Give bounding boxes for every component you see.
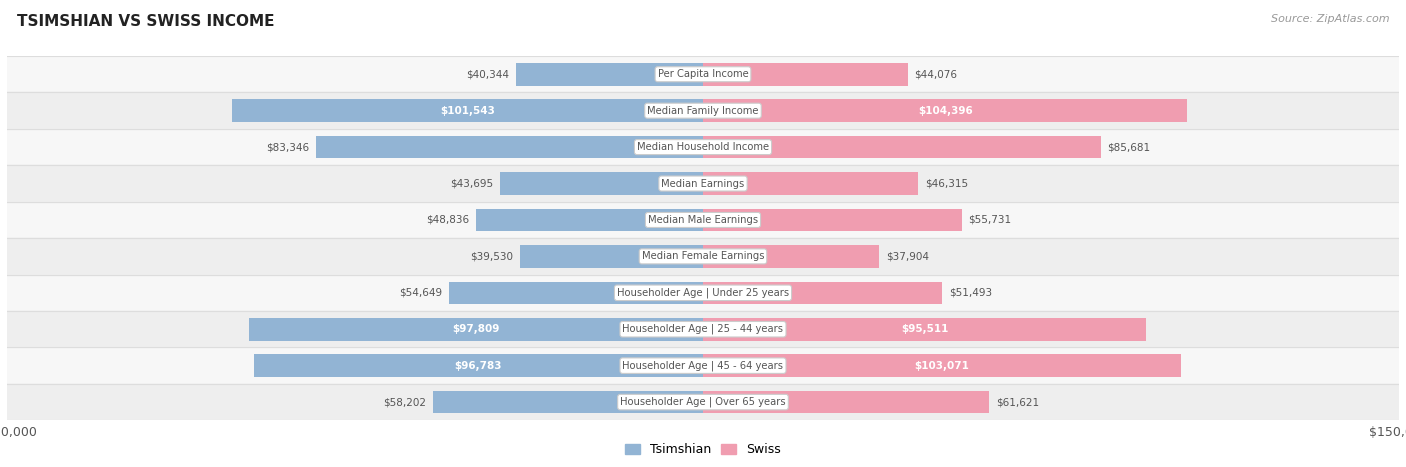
Text: $51,493: $51,493: [949, 288, 993, 298]
Bar: [703, 136, 1101, 158]
Text: $37,904: $37,904: [886, 251, 929, 262]
Text: $104,396: $104,396: [918, 106, 973, 116]
Text: Median Family Income: Median Family Income: [647, 106, 759, 116]
Bar: [703, 209, 962, 231]
Text: Median Earnings: Median Earnings: [661, 178, 745, 189]
Text: Per Capita Income: Per Capita Income: [658, 69, 748, 79]
Text: $44,076: $44,076: [914, 69, 957, 79]
Text: Householder Age | Over 65 years: Householder Age | Over 65 years: [620, 397, 786, 407]
Text: Householder Age | Under 25 years: Householder Age | Under 25 years: [617, 288, 789, 298]
Text: $40,344: $40,344: [465, 69, 509, 79]
Text: $61,621: $61,621: [995, 397, 1039, 407]
Bar: [501, 172, 703, 195]
Text: $96,783: $96,783: [454, 361, 502, 371]
Bar: [703, 63, 907, 85]
Bar: [703, 172, 918, 195]
Bar: [516, 63, 703, 85]
Text: $97,809: $97,809: [453, 324, 499, 334]
Text: $55,731: $55,731: [969, 215, 1012, 225]
Bar: [7, 384, 1399, 420]
Bar: [316, 136, 703, 158]
Bar: [703, 245, 879, 268]
Bar: [703, 391, 988, 413]
Bar: [520, 245, 703, 268]
Text: $46,315: $46,315: [925, 178, 967, 189]
Bar: [7, 347, 1399, 384]
Bar: [703, 99, 1188, 122]
Text: $85,681: $85,681: [1108, 142, 1150, 152]
Text: $58,202: $58,202: [382, 397, 426, 407]
Text: $101,543: $101,543: [440, 106, 495, 116]
Bar: [7, 165, 1399, 202]
Bar: [7, 275, 1399, 311]
Text: $83,346: $83,346: [266, 142, 309, 152]
Bar: [477, 209, 703, 231]
Legend: Tsimshian, Swiss: Tsimshian, Swiss: [620, 439, 786, 461]
Bar: [703, 354, 1181, 377]
Bar: [249, 318, 703, 340]
Text: $54,649: $54,649: [399, 288, 443, 298]
Bar: [7, 92, 1399, 129]
Bar: [703, 318, 1146, 340]
Bar: [7, 202, 1399, 238]
Text: Householder Age | 45 - 64 years: Householder Age | 45 - 64 years: [623, 361, 783, 371]
Text: $48,836: $48,836: [426, 215, 470, 225]
Text: $95,511: $95,511: [901, 324, 948, 334]
Text: TSIMSHIAN VS SWISS INCOME: TSIMSHIAN VS SWISS INCOME: [17, 14, 274, 29]
Bar: [7, 311, 1399, 347]
Text: Source: ZipAtlas.com: Source: ZipAtlas.com: [1271, 14, 1389, 24]
Bar: [450, 282, 703, 304]
Bar: [232, 99, 703, 122]
Text: Median Male Earnings: Median Male Earnings: [648, 215, 758, 225]
Bar: [433, 391, 703, 413]
Text: $39,530: $39,530: [470, 251, 513, 262]
Bar: [7, 129, 1399, 165]
Bar: [254, 354, 703, 377]
Text: Median Female Earnings: Median Female Earnings: [641, 251, 765, 262]
Bar: [7, 238, 1399, 275]
Text: Median Household Income: Median Household Income: [637, 142, 769, 152]
Text: Householder Age | 25 - 44 years: Householder Age | 25 - 44 years: [623, 324, 783, 334]
Text: $103,071: $103,071: [915, 361, 970, 371]
Bar: [703, 282, 942, 304]
Text: $43,695: $43,695: [450, 178, 494, 189]
Bar: [7, 56, 1399, 92]
